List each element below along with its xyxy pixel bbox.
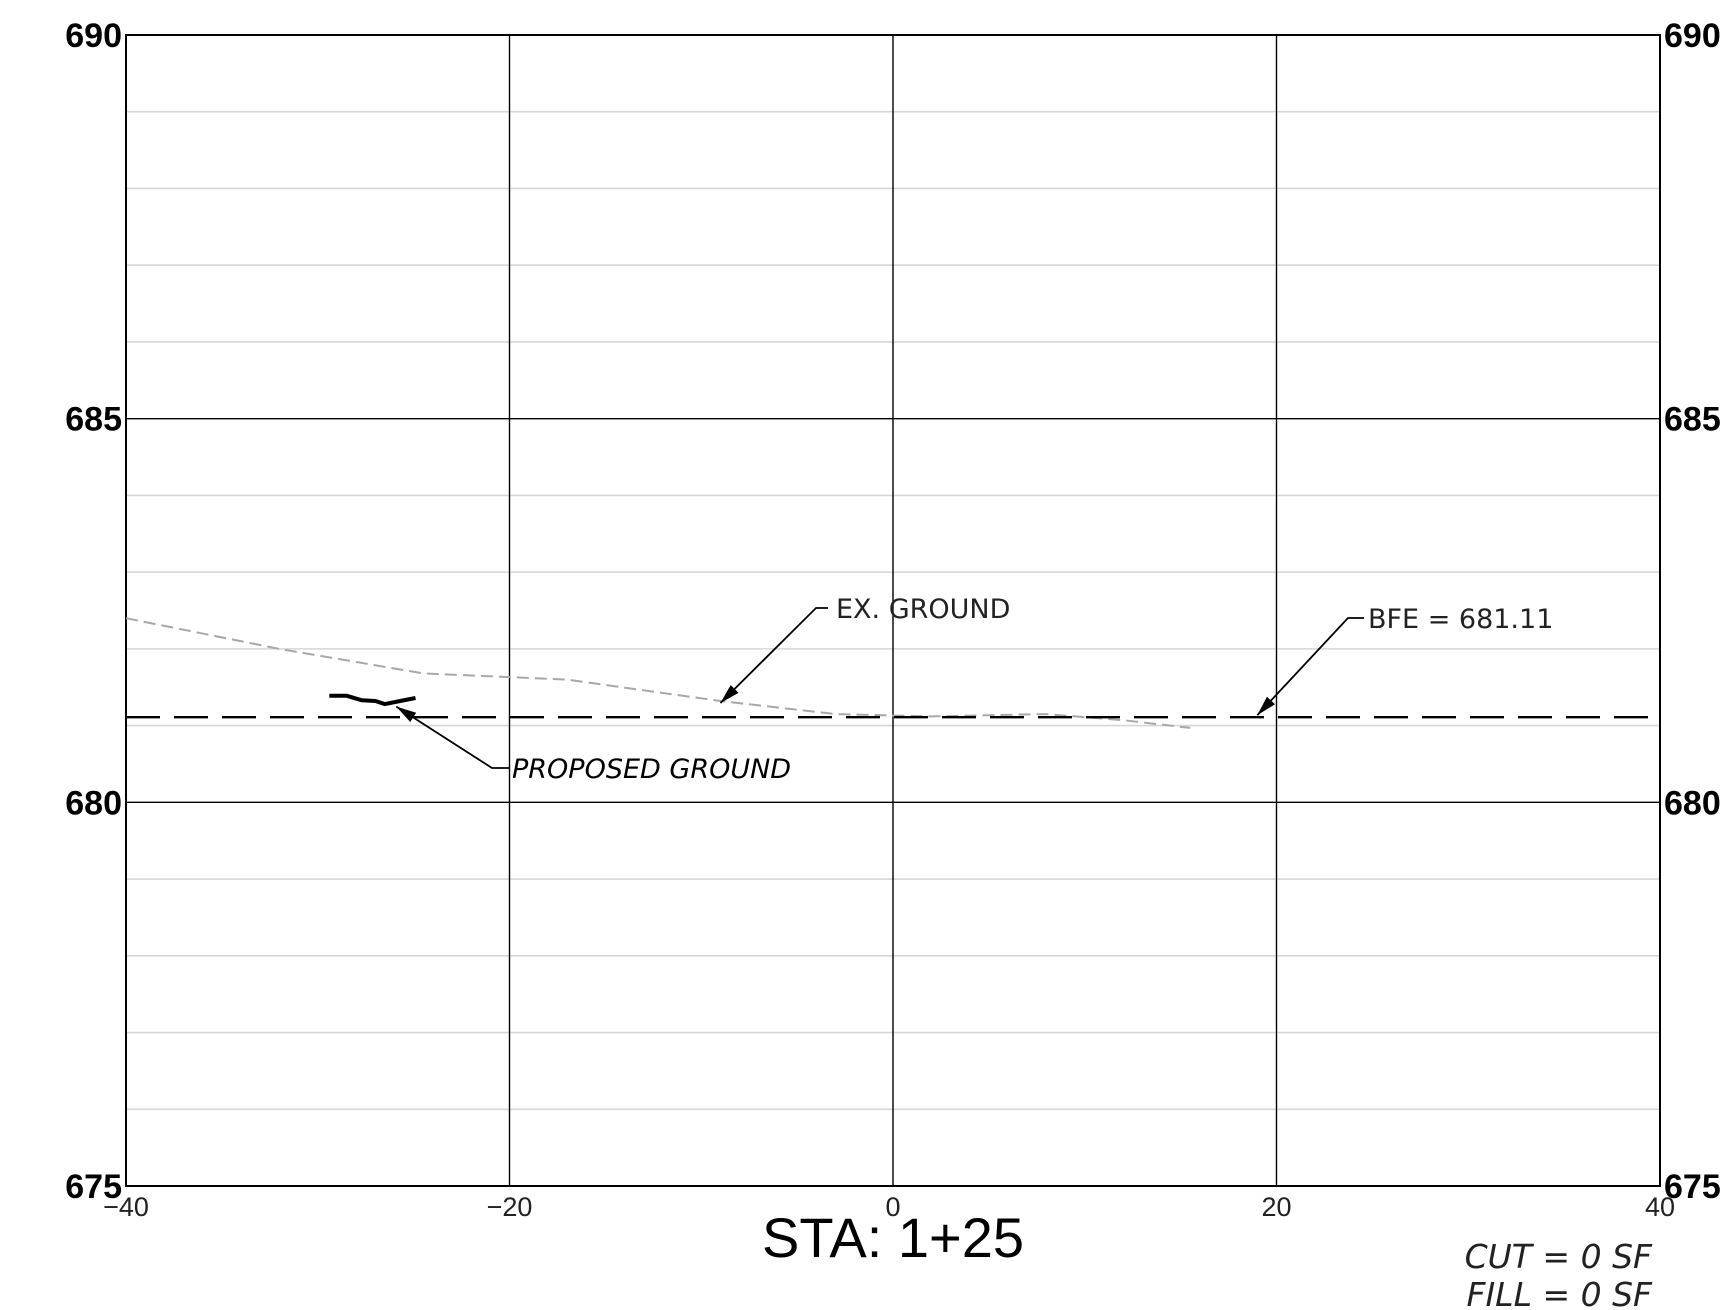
proposed-ground-label: PROPOSED GROUND — [512, 754, 791, 785]
bfe-label: BFE = 681.11 — [1368, 604, 1553, 635]
series-layer — [125, 617, 1660, 729]
proposed-ground-leader — [395, 705, 510, 769]
y-tick-label-right: 690 — [1664, 17, 1721, 55]
y-tick-labels: 675 675 680 680 685 685 690 690 — [65, 17, 1720, 1206]
x-tick-labels: −40 −20 0 20 40 — [103, 1192, 1675, 1222]
y-tick-label-left: 680 — [65, 784, 122, 822]
y-tick-label-left: 685 — [65, 401, 122, 439]
y-tick-label-right: 685 — [1664, 401, 1721, 439]
proposed-ground-line — [329, 693, 416, 707]
fill-quantity: FILL = 0 SF — [1466, 1275, 1653, 1310]
ex-ground-line — [125, 617, 1191, 729]
y-tick-label-right: 680 — [1664, 784, 1721, 822]
x-tick-label: −20 — [487, 1192, 533, 1222]
cut-quantity: CUT = 0 SF — [1465, 1237, 1653, 1276]
x-tick-label: 40 — [1645, 1192, 1675, 1222]
ex-ground-label: EX. GROUND — [836, 594, 1010, 625]
bfe-arrowhead — [1257, 696, 1275, 716]
y-tick-label-left: 675 — [65, 1168, 122, 1206]
plot-frame — [125, 34, 1661, 1187]
station-label: STA: 1+25 — [762, 1206, 1024, 1269]
ex-ground-leader — [719, 607, 828, 704]
annotations: EX. GROUND BFE = 681.11 PROPOSED GROUND — [395, 594, 1553, 785]
x-tick-label: 20 — [1261, 1192, 1291, 1222]
x-tick-label: 0 — [885, 1192, 900, 1222]
x-tick-label: −40 — [103, 1192, 149, 1222]
proposed-ground-arrowhead — [396, 706, 417, 723]
y-tick-label-left: 690 — [65, 17, 122, 55]
y-tick-label-right: 675 — [1664, 1168, 1721, 1206]
bfe-leader — [1256, 617, 1364, 716]
ex-ground-arrowhead — [720, 685, 739, 704]
